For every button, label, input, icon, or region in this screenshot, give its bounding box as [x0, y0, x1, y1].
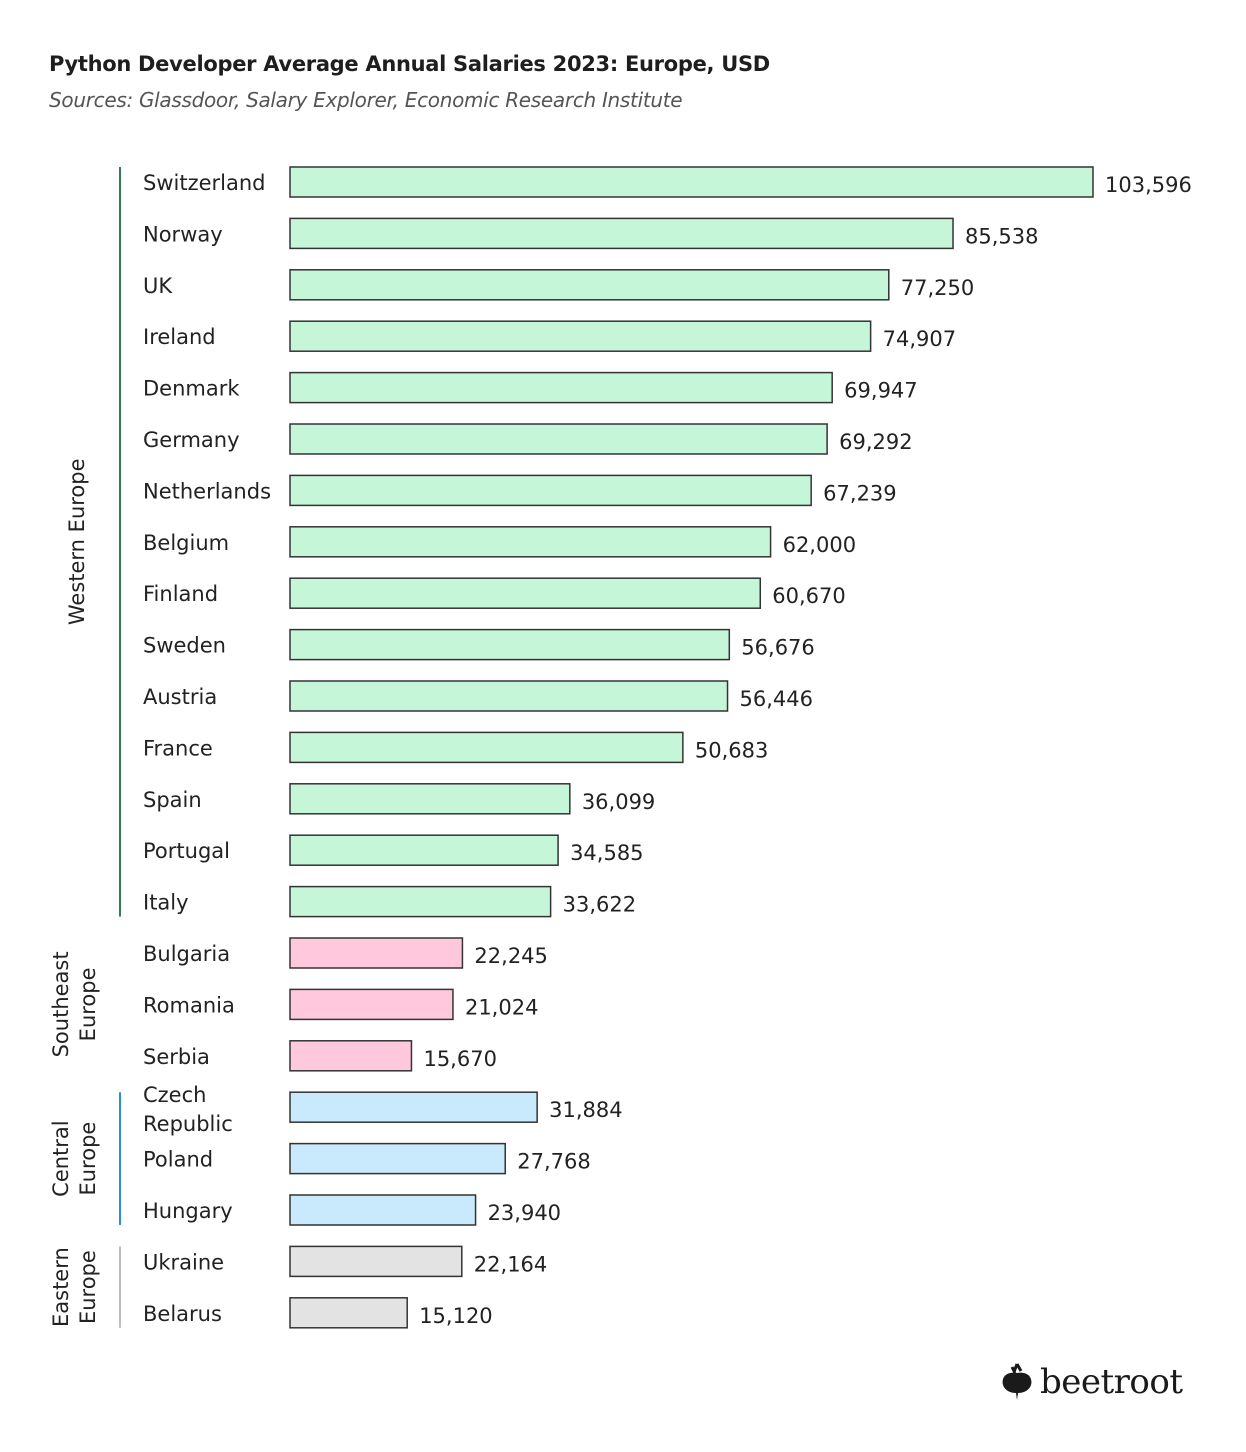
value-label: 67,239	[823, 481, 896, 505]
category-label: Portugal	[143, 839, 230, 863]
category-label: Czech Republic	[143, 1083, 233, 1136]
chart-subtitle: Sources: Glassdoor, Salary Explorer, Eco…	[49, 88, 683, 112]
value-label: 85,538	[965, 224, 1038, 248]
bar	[289, 1040, 413, 1072]
value-label: 74,907	[883, 327, 956, 351]
bar	[289, 937, 464, 969]
bar	[289, 166, 1094, 198]
value-label: 56,676	[741, 636, 814, 660]
value-label: 56,446	[740, 687, 813, 711]
category-label: Belarus	[143, 1302, 222, 1326]
bar	[289, 217, 954, 250]
category-label: Sweden	[143, 634, 226, 658]
value-label: 36,099	[582, 790, 655, 814]
value-label: 33,622	[563, 893, 636, 917]
category-label: Austria	[143, 685, 217, 709]
value-label: 50,683	[695, 738, 768, 762]
category-label: Netherlands	[143, 479, 271, 503]
value-label: 77,250	[901, 276, 974, 300]
bar	[289, 1091, 538, 1123]
value-label: 27,768	[517, 1150, 590, 1174]
value-label: 22,245	[474, 944, 547, 968]
category-label: Italy	[143, 891, 189, 915]
category-label: Bulgaria	[143, 942, 230, 966]
bar	[289, 1194, 477, 1226]
value-label: 15,120	[419, 1304, 492, 1328]
bar	[289, 474, 812, 507]
value-label: 21,024	[465, 995, 538, 1019]
category-label: France	[143, 736, 213, 760]
bar	[289, 783, 571, 815]
category-label: Spain	[143, 788, 202, 812]
value-label: 69,947	[844, 379, 917, 403]
value-label: 34,585	[570, 841, 643, 865]
value-label: 62,000	[783, 533, 856, 557]
bar	[289, 1297, 408, 1329]
category-label: Finland	[143, 582, 218, 606]
category-label: Belgium	[143, 531, 229, 555]
group-label: Western Europe	[65, 458, 89, 625]
bar	[289, 731, 684, 764]
bar	[289, 577, 762, 609]
category-label: Hungary	[143, 1199, 233, 1223]
category-label: Ukraine	[143, 1250, 224, 1274]
category-label: Romania	[143, 993, 235, 1017]
category-label: Denmark	[143, 377, 240, 401]
bar	[289, 1245, 463, 1278]
value-label: 103,596	[1105, 173, 1192, 197]
category-label: Poland	[143, 1148, 213, 1172]
value-label: 69,292	[839, 430, 912, 454]
category-label: Serbia	[143, 1045, 210, 1069]
bar	[289, 988, 454, 1021]
value-label: 60,670	[772, 584, 845, 608]
bar	[289, 1142, 506, 1175]
value-label: 23,940	[488, 1201, 561, 1225]
category-label: UK	[143, 274, 173, 298]
category-label: Germany	[143, 428, 240, 452]
beetroot-icon	[1002, 1363, 1032, 1400]
group-label: Eastern Europe	[49, 1247, 100, 1327]
bar	[289, 423, 828, 455]
value-label: 15,670	[423, 1047, 496, 1071]
bar	[289, 885, 552, 918]
bar	[289, 320, 872, 352]
bar	[289, 371, 833, 404]
logo-text: beetroot	[1040, 1362, 1183, 1402]
bar	[289, 834, 559, 866]
bar	[289, 526, 772, 558]
value-label: 22,164	[474, 1252, 547, 1276]
bar	[289, 628, 731, 661]
category-label: Ireland	[143, 325, 216, 349]
bar	[289, 680, 729, 712]
chart-title: Python Developer Average Annual Salaries…	[49, 52, 770, 76]
category-label: Switzerland	[143, 171, 266, 195]
category-label: Norway	[143, 222, 223, 246]
group-label: Southeast Europe	[49, 951, 100, 1057]
group-label: Central Europe	[49, 1120, 100, 1196]
value-label: 31,884	[549, 1098, 622, 1122]
beetroot-logo: beetroot	[1000, 1362, 1183, 1402]
bar	[289, 269, 890, 301]
